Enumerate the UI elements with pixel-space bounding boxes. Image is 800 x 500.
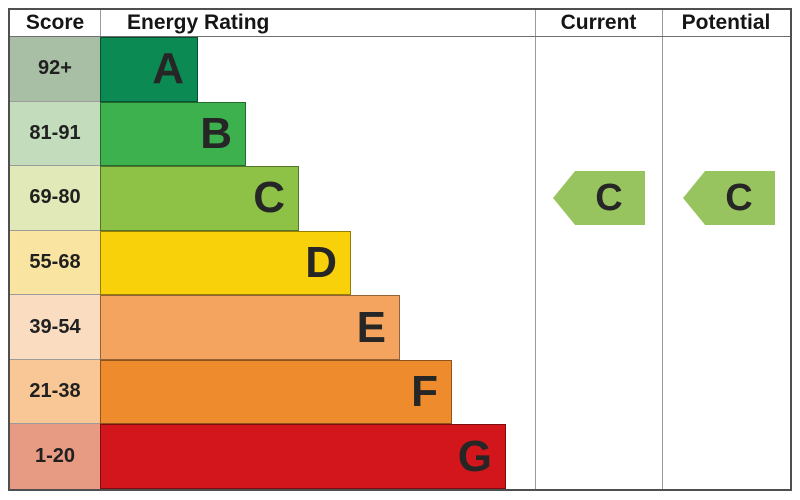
score-cell: 92+ (10, 37, 100, 102)
score-cell: 81-91 (10, 101, 100, 167)
header-current: Current (560, 11, 637, 34)
score-cell: 1-20 (10, 424, 100, 490)
header-energy-rating: Energy Rating (127, 11, 270, 34)
band-row-e: 39-54 E (10, 295, 790, 360)
epc-chart: Score Energy Rating Current Potential 92… (8, 8, 792, 491)
band-row-c: 69-80 C (10, 166, 790, 231)
rating-letter: G (457, 431, 492, 481)
rating-bar-e: E (100, 295, 400, 360)
score-cell: 39-54 (10, 295, 100, 360)
band-rows: 92+ A 81-91 B 69-80 C 55-68 D 39-54 E 21… (10, 37, 790, 490)
rating-letter: E (356, 302, 386, 352)
rating-bar-f: F (100, 359, 452, 425)
divider-current-potential (662, 10, 663, 489)
rating-letter: D (305, 238, 337, 288)
score-cell: 55-68 (10, 230, 100, 296)
score-cell: 69-80 (10, 166, 100, 231)
rating-bar-d: D (100, 230, 351, 296)
potential-rating-arrow: C (683, 171, 775, 225)
band-row-g: 1-20 G (10, 424, 790, 490)
divider-rating-current (535, 10, 536, 489)
rating-letter: F (411, 367, 438, 417)
rating-letter: C (253, 173, 285, 223)
rating-letter: A (152, 44, 184, 94)
rating-bar-a: A (100, 37, 198, 102)
band-row-a: 92+ A (10, 37, 790, 102)
header-potential: Potential (681, 11, 771, 34)
score-cell: 21-38 (10, 359, 100, 425)
rating-letter: B (200, 108, 232, 158)
band-row-f: 21-38 F (10, 359, 790, 425)
band-row-d: 55-68 D (10, 230, 790, 296)
header-score: Score (25, 11, 85, 34)
rating-bar-c: C (100, 166, 299, 231)
band-row-b: 81-91 B (10, 101, 790, 167)
header-row: Score Energy Rating Current Potential (10, 10, 790, 37)
rating-bar-g: G (100, 424, 506, 490)
rating-bar-b: B (100, 101, 246, 167)
current-rating-arrow: C (553, 171, 645, 225)
